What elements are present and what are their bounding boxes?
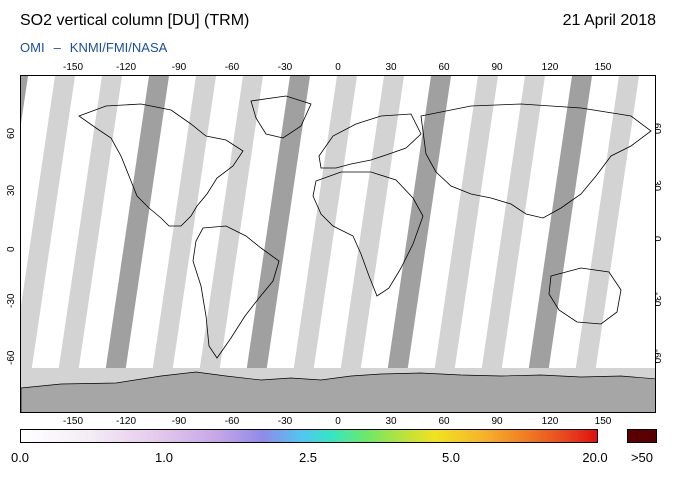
colorbar-overflow-label: >50 bbox=[630, 450, 654, 465]
credit-line: OMI – KNMI/FMI/NASA bbox=[20, 40, 167, 55]
bottom-lon-tick-60: 60 bbox=[438, 416, 450, 427]
left-lat-tick--30: -30 bbox=[6, 293, 17, 309]
colorbar-label-20.0: 20.0 bbox=[582, 450, 608, 465]
top-lon-tick-150: 150 bbox=[594, 62, 612, 73]
bottom-lon-tick--90: -90 bbox=[171, 416, 187, 427]
top-lon-tick--60: -60 bbox=[224, 62, 240, 73]
bottom-lon-tick-120: 120 bbox=[541, 416, 559, 427]
no-data-swath bbox=[52, 76, 122, 412]
no-data-swath bbox=[475, 76, 545, 412]
colorbar bbox=[20, 429, 598, 443]
no-data-swath bbox=[428, 76, 498, 412]
left-lat-tick-30: 30 bbox=[6, 184, 17, 196]
colorbar-label-0.0: 0.0 bbox=[10, 450, 30, 465]
asia-coast bbox=[420, 103, 652, 219]
credit-separator: – bbox=[53, 40, 61, 55]
top-lon-tick-120: 120 bbox=[541, 62, 559, 73]
no-data-swath bbox=[193, 76, 263, 412]
greenland-coast bbox=[250, 95, 312, 139]
no-data-swath bbox=[240, 76, 310, 412]
no-data-swath bbox=[569, 76, 639, 412]
top-lon-tick--90: -90 bbox=[171, 62, 187, 73]
top-lon-tick-30: 30 bbox=[385, 62, 397, 73]
no-data-swath bbox=[21, 76, 75, 412]
no-data-swath bbox=[522, 76, 592, 412]
bottom-lon-tick--120: -120 bbox=[115, 416, 137, 427]
top-lon-tick-60: 60 bbox=[438, 62, 450, 73]
world-map bbox=[20, 75, 656, 413]
colorbar-label-5.0: 5.0 bbox=[441, 450, 461, 465]
bottom-lon-tick-30: 30 bbox=[385, 416, 397, 427]
left-lat-tick-60: 60 bbox=[6, 128, 17, 140]
colorbar-label-1.0: 1.0 bbox=[154, 450, 174, 465]
colorbar-label-2.5: 2.5 bbox=[298, 450, 318, 465]
top-lon-tick--150: -150 bbox=[62, 62, 84, 73]
bottom-lon-tick-0: 0 bbox=[335, 416, 341, 427]
bottom-lon-tick-90: 90 bbox=[491, 416, 503, 427]
no-data-swaths bbox=[21, 76, 639, 412]
world-map-canvas bbox=[21, 76, 655, 412]
no-data-swath bbox=[287, 76, 357, 412]
bottom-lon-tick--150: -150 bbox=[62, 416, 84, 427]
coastlines bbox=[78, 95, 652, 359]
africa-coast bbox=[312, 171, 424, 297]
credit-instrument: OMI bbox=[20, 40, 45, 55]
no-data-swath bbox=[334, 76, 404, 412]
top-lon-tick--30: -30 bbox=[277, 62, 293, 73]
left-lat-tick-0: 0 bbox=[6, 246, 17, 252]
left-lat-tick--60: -60 bbox=[6, 350, 17, 365]
bottom-lon-tick-150: 150 bbox=[594, 416, 612, 427]
top-lon-tick-90: 90 bbox=[491, 62, 503, 73]
north-america-coast bbox=[78, 103, 244, 227]
antarctica bbox=[21, 371, 655, 412]
europe-coast bbox=[318, 113, 422, 169]
no-data-swath bbox=[99, 76, 169, 412]
credit-organizations: KNMI/FMI/NASA bbox=[69, 40, 168, 55]
map-title: SO2 vertical column [DU] (TRM) bbox=[20, 12, 250, 29]
top-lon-tick-0: 0 bbox=[335, 62, 341, 73]
bottom-lon-tick--60: -60 bbox=[224, 416, 240, 427]
colorbar-overflow-swatch bbox=[627, 429, 657, 443]
south-america-coast bbox=[192, 225, 280, 359]
no-data-swath bbox=[146, 76, 216, 412]
no-data-swath bbox=[381, 76, 451, 412]
bottom-lon-tick--30: -30 bbox=[277, 416, 293, 427]
australia-coast bbox=[548, 267, 622, 325]
map-date: 21 April 2018 bbox=[562, 12, 656, 29]
top-lon-tick--120: -120 bbox=[115, 62, 137, 73]
